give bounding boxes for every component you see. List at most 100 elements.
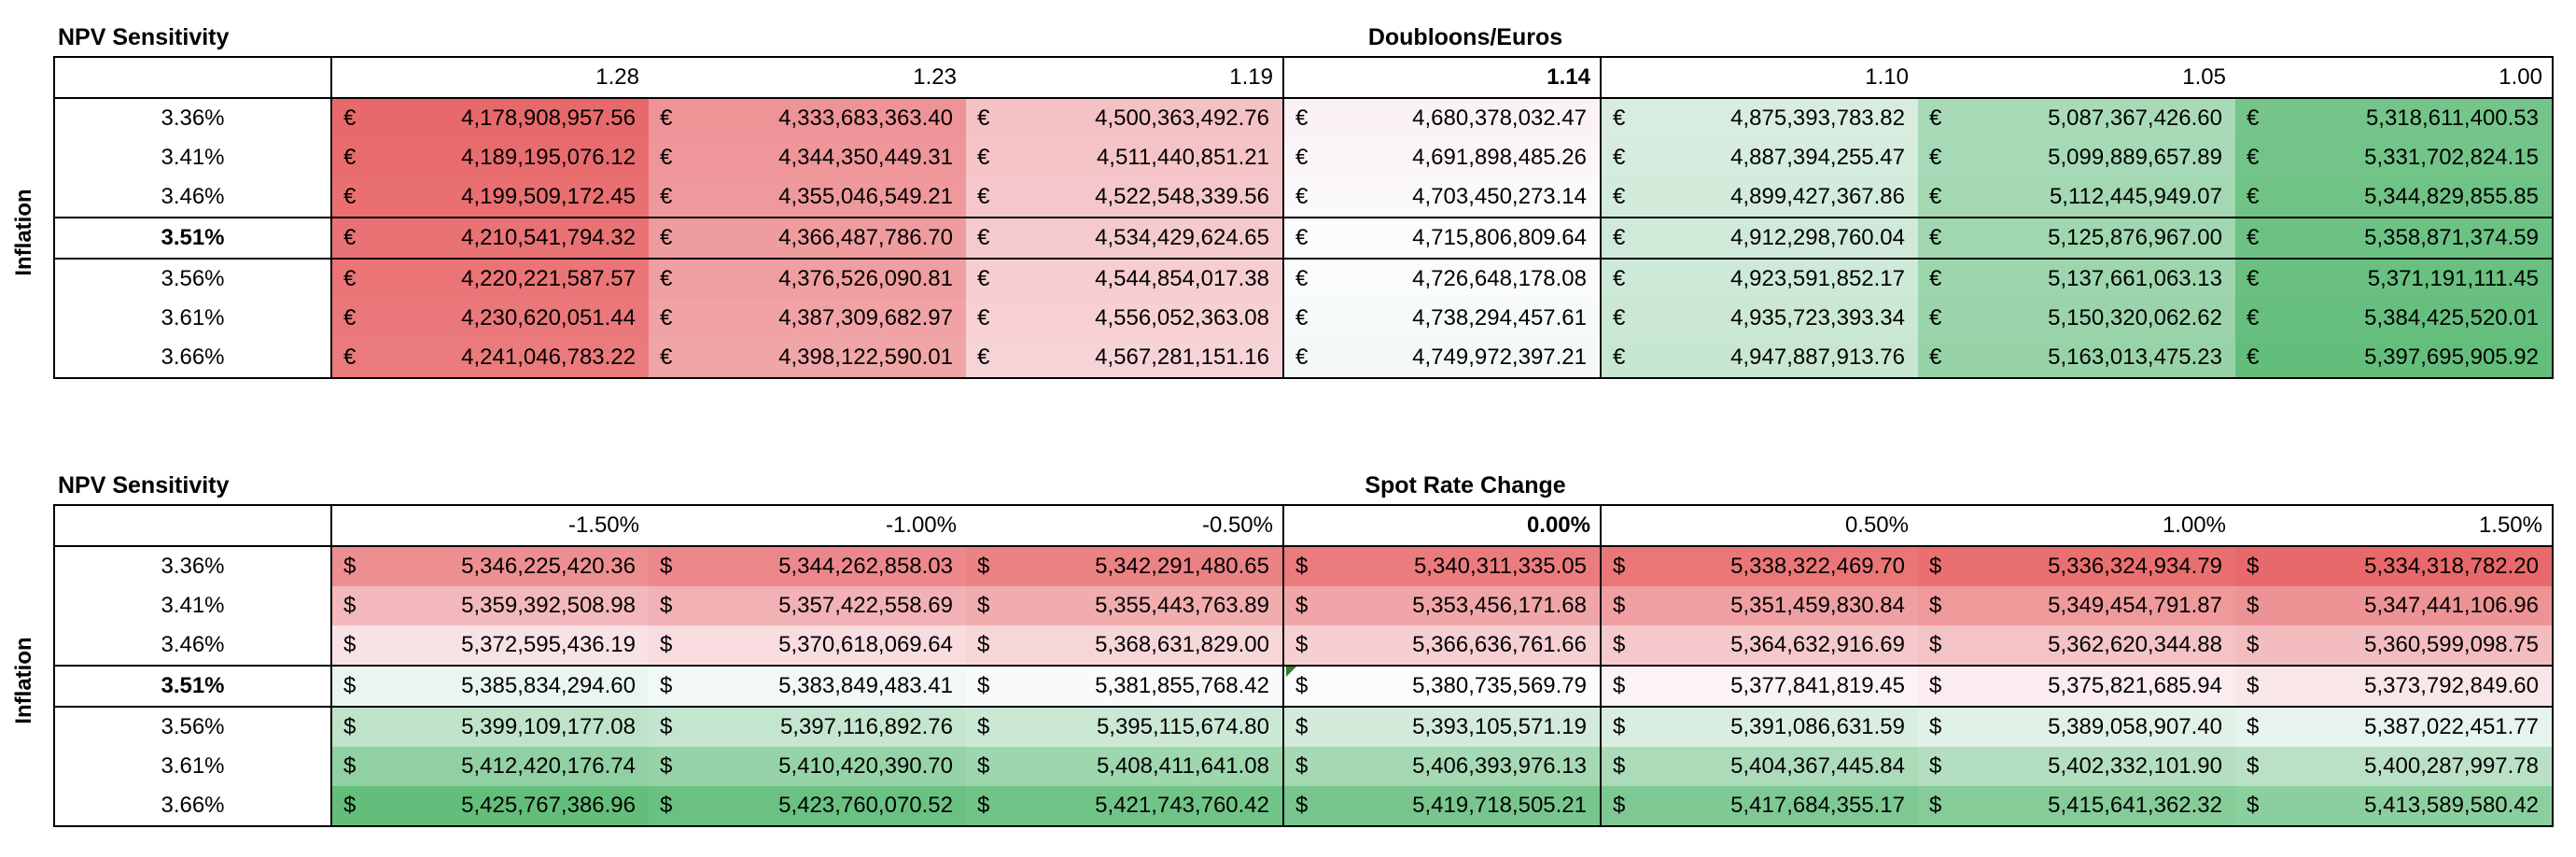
npv-value-cell[interactable]: 4,556,052,363.08 <box>1003 299 1283 338</box>
npv-value-cell[interactable]: 5,357,422,558.69 <box>686 586 966 625</box>
currency-symbol[interactable]: $ <box>966 665 1003 708</box>
npv-value-cell[interactable]: 5,380,735,569.79 <box>1321 665 1602 708</box>
npv-value-cell[interactable]: 5,402,332,101.90 <box>1955 747 2235 786</box>
column-header[interactable]: 1.28 <box>331 56 649 99</box>
npv-value-cell[interactable]: 4,726,648,178.08 <box>1321 259 1602 299</box>
row-header[interactable]: 3.41% <box>53 586 332 625</box>
npv-value-cell[interactable]: 5,423,760,070.52 <box>686 786 966 827</box>
npv-value-cell[interactable]: 4,715,806,809.64 <box>1321 217 1602 260</box>
currency-symbol[interactable]: $ <box>649 665 686 708</box>
currency-symbol[interactable]: € <box>2235 138 2273 177</box>
currency-symbol[interactable]: $ <box>649 786 686 827</box>
row-header[interactable]: 3.46% <box>53 177 332 218</box>
npv-value-cell[interactable]: 5,349,454,791.87 <box>1955 586 2235 625</box>
npv-value-cell[interactable]: 4,738,294,457.61 <box>1321 299 1602 338</box>
currency-symbol[interactable]: $ <box>649 747 686 786</box>
npv-value-cell[interactable]: 4,749,972,397.21 <box>1321 338 1602 379</box>
currency-symbol[interactable]: € <box>1282 177 1321 218</box>
currency-symbol[interactable]: € <box>1601 338 1638 379</box>
currency-symbol[interactable]: $ <box>966 786 1003 827</box>
column-header[interactable]: 1.00 <box>2235 56 2554 99</box>
npv-value-cell[interactable]: 4,333,683,363.40 <box>686 98 966 138</box>
npv-value-cell[interactable]: 5,370,618,069.64 <box>686 625 966 666</box>
currency-symbol[interactable]: € <box>1282 217 1321 260</box>
currency-symbol[interactable]: $ <box>1601 665 1638 708</box>
currency-symbol[interactable]: € <box>331 338 369 379</box>
currency-symbol[interactable]: $ <box>331 786 369 827</box>
currency-symbol[interactable]: € <box>649 259 686 299</box>
currency-symbol[interactable]: $ <box>1282 747 1321 786</box>
currency-symbol[interactable]: € <box>1601 217 1638 260</box>
npv-value-cell[interactable]: 4,887,394,255.47 <box>1638 138 1918 177</box>
npv-value-cell[interactable]: 4,230,620,051.44 <box>369 299 649 338</box>
npv-value-cell[interactable]: 4,199,509,172.45 <box>369 177 649 218</box>
currency-symbol[interactable]: € <box>1918 177 1955 218</box>
npv-value-cell[interactable]: 5,351,459,830.84 <box>1638 586 1918 625</box>
npv-value-cell[interactable]: 5,366,636,761.66 <box>1321 625 1602 666</box>
npv-value-cell[interactable]: 5,360,599,098.75 <box>2273 625 2554 666</box>
currency-symbol[interactable]: $ <box>2235 707 2273 747</box>
npv-value-cell[interactable]: 4,680,378,032.47 <box>1321 98 1602 138</box>
row-header[interactable]: 3.61% <box>53 747 332 786</box>
currency-symbol[interactable]: € <box>1601 98 1638 138</box>
column-header[interactable]: -1.00% <box>649 504 966 547</box>
currency-symbol[interactable]: € <box>649 217 686 260</box>
row-header[interactable]: 3.51% <box>53 217 332 260</box>
npv-value-cell[interactable]: 5,410,420,390.70 <box>686 747 966 786</box>
currency-symbol[interactable]: $ <box>1918 665 1955 708</box>
currency-symbol[interactable]: € <box>649 299 686 338</box>
npv-value-cell[interactable]: 4,544,854,017.38 <box>1003 259 1283 299</box>
currency-symbol[interactable]: € <box>966 98 1003 138</box>
npv-value-cell[interactable]: 4,899,427,367.86 <box>1638 177 1918 218</box>
currency-symbol[interactable]: $ <box>2235 586 2273 625</box>
currency-symbol[interactable]: $ <box>331 707 369 747</box>
npv-value-cell[interactable]: 5,364,632,916.69 <box>1638 625 1918 666</box>
currency-symbol[interactable]: $ <box>331 586 369 625</box>
npv-value-cell[interactable]: 5,421,743,760.42 <box>1003 786 1283 827</box>
currency-symbol[interactable]: € <box>2235 217 2273 260</box>
npv-value-cell[interactable]: 4,691,898,485.26 <box>1321 138 1602 177</box>
row-header[interactable]: 3.61% <box>53 299 332 338</box>
currency-symbol[interactable]: $ <box>1601 747 1638 786</box>
npv-value-cell[interactable]: 5,344,829,855.85 <box>2273 177 2554 218</box>
currency-symbol[interactable]: € <box>966 138 1003 177</box>
npv-value-cell[interactable]: 5,425,767,386.96 <box>369 786 649 827</box>
currency-symbol[interactable]: € <box>2235 177 2273 218</box>
currency-symbol[interactable]: $ <box>1601 625 1638 666</box>
row-header[interactable]: 3.66% <box>53 786 332 827</box>
currency-symbol[interactable]: € <box>1282 138 1321 177</box>
currency-symbol[interactable]: $ <box>1918 625 1955 666</box>
npv-value-cell[interactable]: 4,947,887,913.76 <box>1638 338 1918 379</box>
currency-symbol[interactable]: $ <box>331 546 369 586</box>
npv-value-cell[interactable]: 5,406,393,976.13 <box>1321 747 1602 786</box>
currency-symbol[interactable]: € <box>2235 259 2273 299</box>
npv-value-cell[interactable]: 5,342,291,480.65 <box>1003 546 1283 586</box>
npv-value-cell[interactable]: 4,210,541,794.32 <box>369 217 649 260</box>
currency-symbol[interactable]: € <box>1918 338 1955 379</box>
currency-symbol[interactable]: € <box>966 259 1003 299</box>
currency-symbol[interactable]: $ <box>1601 586 1638 625</box>
npv-value-cell[interactable]: 5,346,225,420.36 <box>369 546 649 586</box>
currency-symbol[interactable]: € <box>1601 177 1638 218</box>
npv-value-cell[interactable]: 5,419,718,505.21 <box>1321 786 1602 827</box>
npv-value-cell[interactable]: 5,340,311,335.05 <box>1321 546 1602 586</box>
npv-value-cell[interactable]: 4,344,350,449.31 <box>686 138 966 177</box>
row-header[interactable]: 3.36% <box>53 546 332 586</box>
currency-symbol[interactable]: € <box>1601 259 1638 299</box>
npv-value-cell[interactable]: 5,362,620,344.88 <box>1955 625 2235 666</box>
currency-symbol[interactable]: $ <box>649 707 686 747</box>
currency-symbol[interactable]: € <box>649 138 686 177</box>
currency-symbol[interactable]: $ <box>331 747 369 786</box>
npv-value-cell[interactable]: 5,373,792,849.60 <box>2273 665 2554 708</box>
npv-value-cell[interactable]: 5,359,392,508.98 <box>369 586 649 625</box>
currency-symbol[interactable]: € <box>966 217 1003 260</box>
column-header[interactable]: 1.00% <box>1918 504 2235 547</box>
currency-symbol[interactable]: € <box>331 217 369 260</box>
column-header[interactable]: -0.50% <box>966 504 1283 547</box>
column-header[interactable]: 1.10 <box>1601 56 1918 99</box>
currency-symbol[interactable]: $ <box>649 546 686 586</box>
row-header[interactable]: 3.56% <box>53 259 332 299</box>
npv-value-cell[interactable]: 5,087,367,426.60 <box>1955 98 2235 138</box>
comment-indicator-icon[interactable] <box>1286 667 1296 677</box>
npv-value-cell[interactable]: 5,412,420,176.74 <box>369 747 649 786</box>
